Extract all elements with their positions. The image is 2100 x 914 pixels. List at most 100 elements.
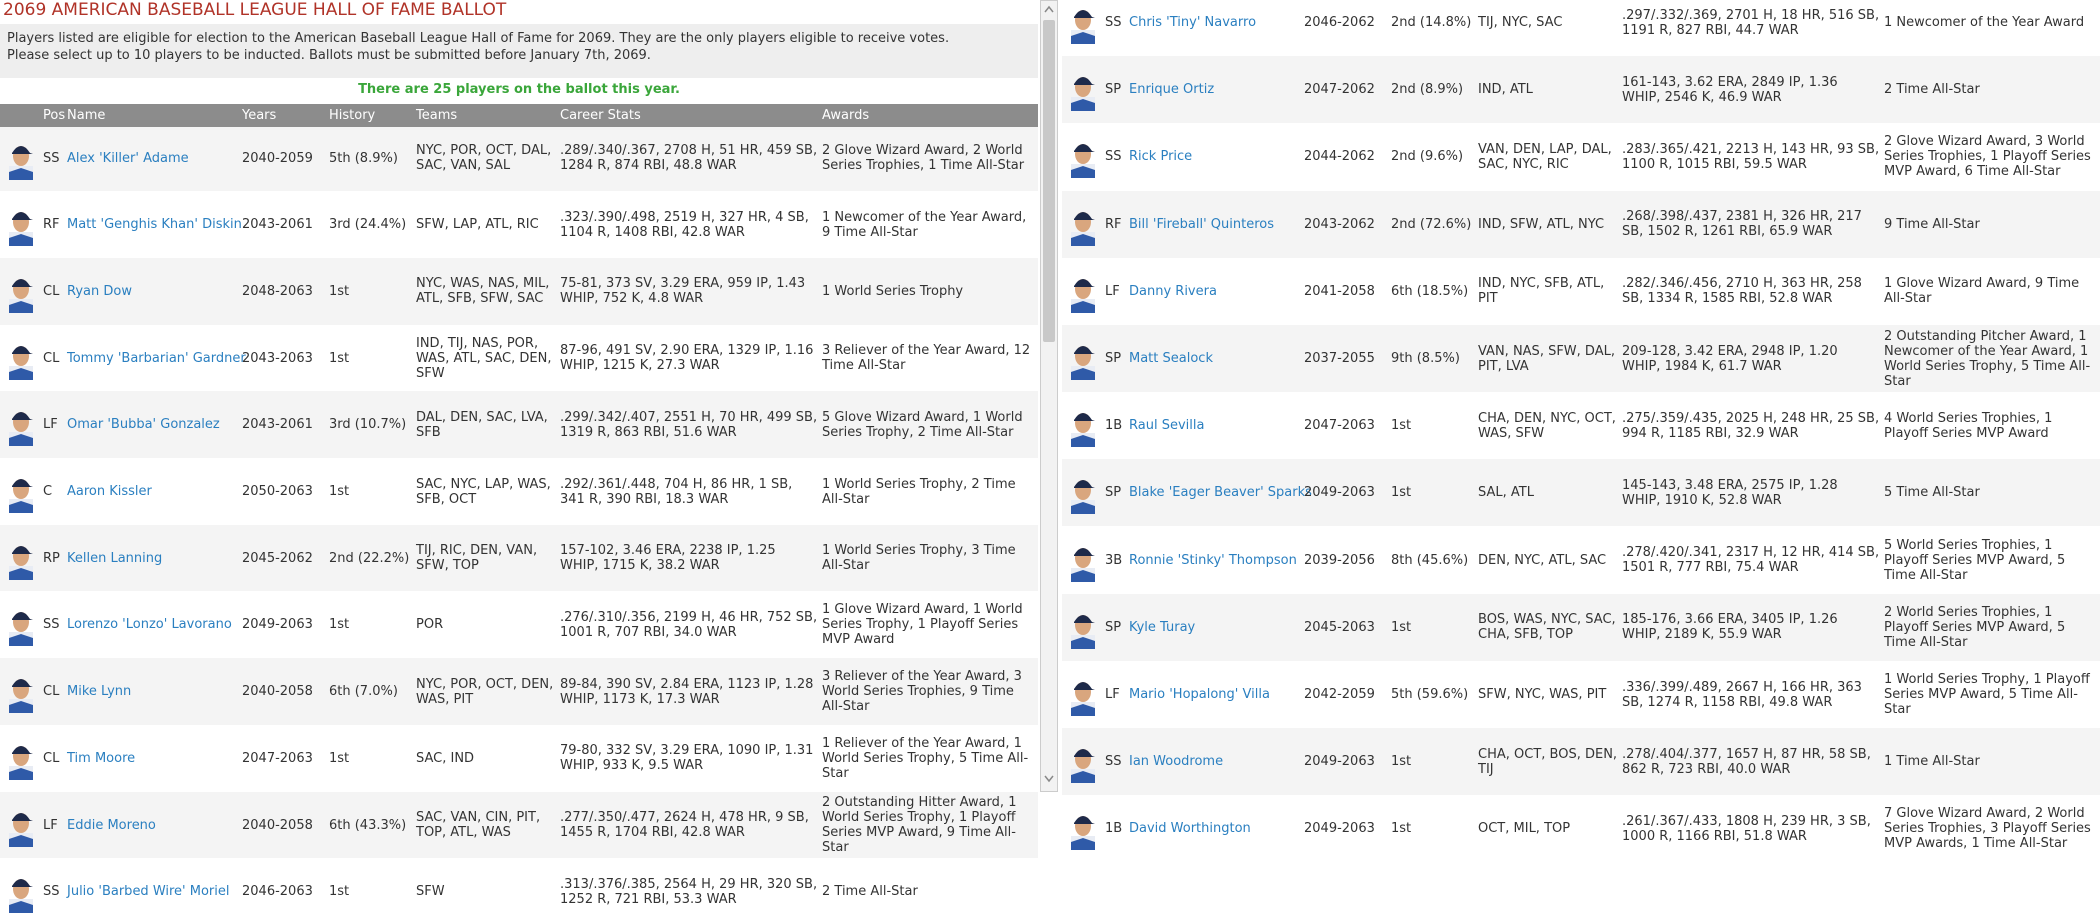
column-header: History — [329, 108, 376, 123]
player-history: 2nd (9.6%) — [1391, 149, 1464, 165]
player-teams: DEN, NYC, ATL, SAC — [1478, 552, 1607, 568]
player-name-link[interactable]: Mario 'Hopalong' Villa — [1129, 687, 1270, 702]
player-name-link[interactable]: Matt 'Genghis Khan' Diskin — [67, 217, 242, 233]
player-name-link[interactable]: Kyle Turay — [1129, 619, 1196, 635]
player-awards: 2 Time All-Star — [1884, 82, 1980, 98]
player-pos: SP — [1105, 351, 1122, 366]
player-awards: 2 Glove Wizard Award, 3 World Series Tro… — [1884, 134, 2091, 180]
player-teams: DAL, DEN, SAC, LVA, SFB — [416, 409, 548, 440]
player-awards: 2 Outstanding Hitter Award, 1 World Seri… — [822, 795, 1017, 855]
player-name-link[interactable]: Ian Woodrome — [1129, 754, 1224, 770]
player-row: CL Ryan Dow 2048-2063 1st NYC, WAS, NAS, MIL… — [0, 257, 1038, 325]
player-awards: 3 Reliever of the Year Award, 3 World Se… — [822, 669, 1022, 715]
player-photo — [1071, 749, 1095, 784]
player-stats: .297/.332/.369, 2701 H, 18 HR, 516 SB, 1… — [1622, 7, 1880, 38]
player-awards: 9 Time All-Star — [1884, 216, 1980, 232]
player-history: 3rd (24.4%) — [329, 217, 407, 233]
player-history: 2nd (8.9%) — [1391, 82, 1464, 98]
player-name-link[interactable]: Raul Sevilla — [1129, 418, 1205, 434]
player-years: 2042-2059 — [1304, 687, 1375, 702]
player-photo — [9, 679, 33, 714]
player-photo — [1071, 480, 1095, 515]
player-teams: SAC, NYC, LAP, WAS, SFB, OCT — [416, 476, 551, 507]
player-name-link[interactable]: Tim Moore — [67, 750, 136, 766]
player-name-link[interactable]: Danny Rivera — [1129, 283, 1217, 299]
player-awards: 4 World Series Trophies, 1 Playoff Serie… — [1884, 410, 2053, 441]
player-years: 2040-2058 — [242, 817, 313, 833]
player-pos: SS — [1105, 15, 1122, 30]
player-name-link[interactable]: Ryan Dow — [67, 283, 132, 299]
player-row: LF Omar 'Bubba' Gonzalez 2043-2061 3rd (10.… — [0, 391, 1038, 459]
player-history: 9th (8.5%) — [1391, 351, 1460, 366]
player-name-link[interactable]: Bill 'Fireball' Quinteros — [1129, 216, 1275, 232]
player-years: 2047-2063 — [242, 750, 313, 766]
player-awards: 1 Time All-Star — [1884, 754, 1980, 770]
player-history: 1st — [329, 617, 350, 633]
column-header: Name — [67, 108, 106, 123]
player-stats: .275/.359/.435, 2025 H, 248 HR, 25 SB, 9… — [1622, 410, 1880, 441]
player-history: 3rd (10.7%) — [329, 417, 407, 433]
player-history: 1st — [1391, 619, 1412, 635]
player-name-link[interactable]: Tommy 'Barbarian' Gardner — [67, 350, 246, 366]
player-years: 2037-2055 — [1304, 351, 1375, 366]
player-history: 5th (59.6%) — [1391, 687, 1469, 702]
player-name-link[interactable]: Mike Lynn — [67, 684, 132, 700]
player-stats: .313/.376/.385, 2564 H, 29 HR, 320 SB, 1… — [560, 876, 818, 907]
player-name-link[interactable]: Chris 'Tiny' Navarro — [1129, 15, 1257, 30]
player-name-link[interactable]: Enrique Ortiz — [1129, 82, 1215, 98]
player-history: 1st — [329, 283, 350, 299]
player-name-link[interactable]: Ronnie 'Stinky' Thompson — [1129, 552, 1297, 568]
player-name-link[interactable]: Kellen Lanning — [67, 550, 163, 566]
page-title: 2069 AMERICAN BASEBALL LEAGUE HALL OF FA… — [3, 0, 507, 20]
player-name-link[interactable]: Lorenzo 'Lonzo' Lavorano — [67, 617, 232, 633]
player-photo — [1071, 77, 1095, 112]
player-row: CL Tim Moore 2047-2063 1st SAC, IND 79-80, 33… — [0, 724, 1038, 792]
right-table: SS Chris 'Tiny' Navarro 2046-2062 2nd (14.8… — [1062, 0, 2100, 914]
player-teams: SAL, ATL — [1478, 485, 1534, 501]
player-name-link[interactable]: David Worthington — [1129, 821, 1251, 837]
player-photo — [1071, 10, 1095, 44]
player-pos: CL — [43, 684, 60, 700]
player-teams: SAC, IND — [416, 750, 475, 766]
player-teams: IND, NYC, SFB, ATL, PIT — [1478, 276, 1605, 307]
player-pos: SS — [43, 617, 60, 633]
player-name-link[interactable]: Rick Price — [1129, 149, 1193, 165]
player-name-link[interactable]: Julio 'Barbed Wire' Moriel — [67, 884, 230, 900]
count-note: There are 25 players on the ballot this … — [358, 82, 680, 97]
player-name-link[interactable]: Alex 'Killer' Adame — [67, 150, 189, 166]
player-row: RF Bill 'Fireball' Quinteros 2043-2062 2nd … — [1062, 190, 2100, 258]
player-years: 2040-2059 — [242, 150, 313, 166]
player-name-link[interactable]: Eddie Moreno — [67, 817, 156, 833]
player-row: SP Blake 'Eager Beaver' Sparks 2049-2063 1s… — [1062, 459, 2100, 527]
player-photo — [1071, 547, 1095, 582]
player-stats: 75-81, 373 SV, 3.29 ERA, 959 IP, 1.43 WH… — [560, 276, 806, 307]
player-teams: SFW, NYC, WAS, PIT — [1478, 687, 1607, 702]
player-name-link[interactable]: Omar 'Bubba' Gonzalez — [67, 417, 220, 433]
player-awards: 1 World Series Trophy, 1 Playoff Series … — [1884, 672, 2090, 717]
player-pos: CL — [43, 350, 60, 366]
player-history: 2nd (22.2%) — [329, 550, 410, 566]
player-pos: 1B — [1105, 821, 1123, 837]
player-row: C Aaron Kissler 2050-2063 1st SAC, NYC, LAP,… — [0, 458, 1038, 525]
player-awards: 1 World Series Trophy, 3 Time All-Star — [822, 543, 1016, 574]
player-teams: NYC, WAS, NAS, MIL, ATL, SFB, SFW, SAC — [416, 276, 550, 307]
player-pos: CL — [43, 283, 60, 299]
player-row: 1B Raul Sevilla 2047-2063 1st CHA, DEN, NYC,… — [1062, 392, 2100, 460]
player-photo — [1071, 682, 1095, 716]
player-teams: OCT, MIL, TOP — [1478, 821, 1571, 837]
player-name-link[interactable]: Blake 'Eager Beaver' Sparks — [1129, 485, 1312, 501]
player-photo — [9, 812, 33, 847]
player-photo — [1071, 211, 1095, 246]
scrollbar[interactable] — [1040, 0, 1058, 792]
player-name-link[interactable]: Aaron Kissler — [67, 484, 152, 499]
player-name-link[interactable]: Matt Sealock — [1129, 351, 1213, 366]
intro-line: Players listed are eligible for election… — [7, 31, 950, 46]
player-years: 2048-2063 — [242, 283, 313, 299]
player-teams: IND, SFW, ATL, NYC — [1478, 216, 1605, 232]
player-photo — [9, 745, 33, 780]
player-stats: .277/.350/.477, 2624 H, 478 HR, 9 SB, 14… — [560, 810, 809, 840]
player-row: SP Enrique Ortiz 2047-2062 2nd (8.9%) IND, A… — [1062, 56, 2100, 124]
player-stats: 145-143, 3.48 ERA, 2575 IP, 1.28 WHIP, 1… — [1622, 477, 1838, 508]
column-header: Awards — [822, 108, 870, 123]
player-teams: IND, TIJ, NAS, POR, WAS, ATL, SAC, DEN, … — [416, 335, 552, 381]
